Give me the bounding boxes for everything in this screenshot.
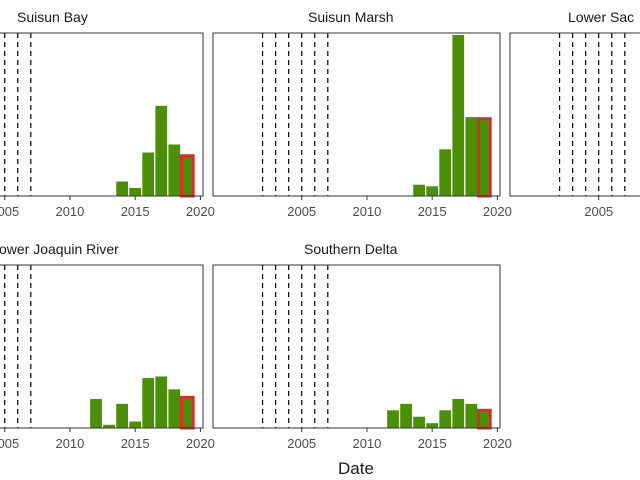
bar [142, 152, 155, 196]
x-tick-label: 2010 [55, 436, 84, 451]
x-tick-label: 2015 [418, 436, 447, 451]
panel-border [0, 264, 204, 429]
bar [439, 149, 452, 196]
bar [452, 399, 465, 428]
panel-title: Lower Sac [568, 9, 634, 25]
bar [413, 184, 425, 196]
panel-title: Suisun Bay [17, 9, 88, 25]
x-tick-label: 2005 [287, 436, 316, 451]
panel-border [212, 32, 501, 197]
bar [155, 105, 168, 196]
bar [426, 186, 439, 196]
x-tick-label: 2005 [0, 436, 19, 451]
bar [129, 187, 142, 196]
x-tick-label: 2020 [483, 436, 512, 451]
bar [439, 410, 452, 428]
panel-title: Suisun Marsh [308, 9, 394, 25]
bar [476, 408, 492, 430]
bar [90, 399, 102, 428]
bar [103, 424, 115, 428]
bar [413, 416, 425, 428]
panel-title: ower Joaquin River [0, 241, 119, 257]
x-tick-label: 2015 [418, 204, 447, 219]
panel-border [509, 32, 640, 197]
bar [476, 117, 492, 198]
bar [179, 154, 195, 198]
x-tick-label: 2010 [352, 204, 381, 219]
bar [426, 423, 439, 428]
bar [387, 410, 399, 428]
bar [179, 395, 195, 430]
bar [142, 378, 155, 428]
bar [129, 421, 142, 428]
panel-border [0, 32, 204, 197]
x-tick-label: 2020 [483, 204, 512, 219]
x-tick-label: 2010 [352, 436, 381, 451]
x-axis-title: Date [338, 459, 374, 478]
bar [168, 389, 181, 428]
bar [465, 117, 478, 196]
bar [116, 181, 128, 196]
panel-title: Southern Delta [304, 241, 398, 257]
panel-border [212, 264, 501, 429]
x-tick-label: 2005 [584, 204, 613, 219]
x-tick-label: 2015 [121, 204, 150, 219]
x-tick-label: 2015 [121, 436, 150, 451]
bar [465, 403, 478, 428]
bar [168, 144, 181, 196]
bar [452, 35, 465, 196]
bar [116, 403, 128, 428]
x-tick-label: 2020 [186, 436, 215, 451]
x-tick-label: 2005 [287, 204, 316, 219]
bar [155, 376, 168, 428]
x-tick-label: 2010 [55, 204, 84, 219]
x-tick-label: 2020 [186, 204, 215, 219]
bar [400, 403, 412, 428]
x-tick-label: 2005 [0, 204, 19, 219]
